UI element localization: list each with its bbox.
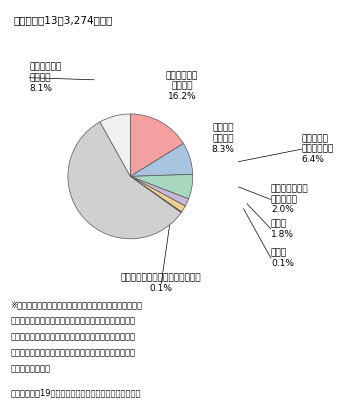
Text: 総務省「平成19年科学技術研究調査報告書」により作成: 総務省「平成19年科学技術研究調査報告書」により作成: [10, 388, 141, 397]
Text: ソフトウェア・: ソフトウェア・: [271, 184, 309, 194]
Text: 57.1%: 57.1%: [75, 189, 104, 198]
Text: 通信業: 通信業: [271, 219, 287, 228]
Text: 6.4%: 6.4%: [302, 155, 325, 164]
Text: 16.2%: 16.2%: [167, 92, 196, 101]
Wedge shape: [130, 176, 181, 213]
Text: 電気機械: 電気機械: [212, 123, 234, 133]
Text: 情報通信業（ソフトウェア・情報処理業、通信業、放: 情報通信業（ソフトウェア・情報処理業、通信業、放: [10, 332, 135, 341]
Wedge shape: [130, 114, 184, 176]
Wedge shape: [130, 144, 193, 176]
Text: 情報通信機械: 情報通信機械: [166, 71, 198, 80]
Text: 0.1%: 0.1%: [271, 259, 294, 268]
Text: 送業、新聞・出版・その他の情報通信業）の研究費の: 送業、新聞・出版・その他の情報通信業）の研究費の: [10, 348, 135, 357]
Text: 器具工業: 器具工業: [212, 134, 234, 143]
Wedge shape: [130, 176, 181, 213]
Wedge shape: [100, 114, 130, 176]
Text: （合計）: （合計）: [29, 73, 51, 82]
Wedge shape: [130, 174, 193, 199]
Text: 電子部品・: 電子部品・: [302, 134, 329, 143]
Text: 放送業: 放送業: [271, 249, 287, 257]
Text: ※　ここでの情報通信分野の研究費は、情報通信機械器具: ※ ここでの情報通信分野の研究費は、情報通信機械器具: [10, 300, 142, 309]
Text: その他の産業: その他の産業: [29, 63, 61, 72]
Text: 新聞・出版・その他の情報通信業: 新聞・出版・その他の情報通信業: [121, 274, 202, 283]
Text: 情報処理業: 情報処理業: [271, 195, 298, 204]
Text: 工業、電気機械器具工業、電子部品・デバイス工業、: 工業、電気機械器具工業、電子部品・デバイス工業、: [10, 316, 135, 325]
Text: 1.8%: 1.8%: [271, 230, 294, 239]
Text: （合計）: （合計）: [79, 178, 100, 187]
Text: 8.3%: 8.3%: [211, 144, 235, 154]
Text: （全産業：13兆3,274億円）: （全産業：13兆3,274億円）: [14, 15, 113, 25]
Wedge shape: [130, 176, 189, 206]
Text: デバイス工業: デバイス工業: [302, 144, 334, 154]
Text: 8.1%: 8.1%: [29, 84, 52, 93]
Wedge shape: [68, 122, 181, 239]
Text: 器具工業: 器具工業: [171, 81, 192, 91]
Text: 合計としている: 合計としている: [10, 364, 50, 373]
Text: 2.0%: 2.0%: [271, 205, 294, 215]
Wedge shape: [130, 176, 185, 212]
Text: その他の製造業: その他の製造業: [70, 168, 108, 177]
Text: 0.1%: 0.1%: [150, 284, 173, 293]
